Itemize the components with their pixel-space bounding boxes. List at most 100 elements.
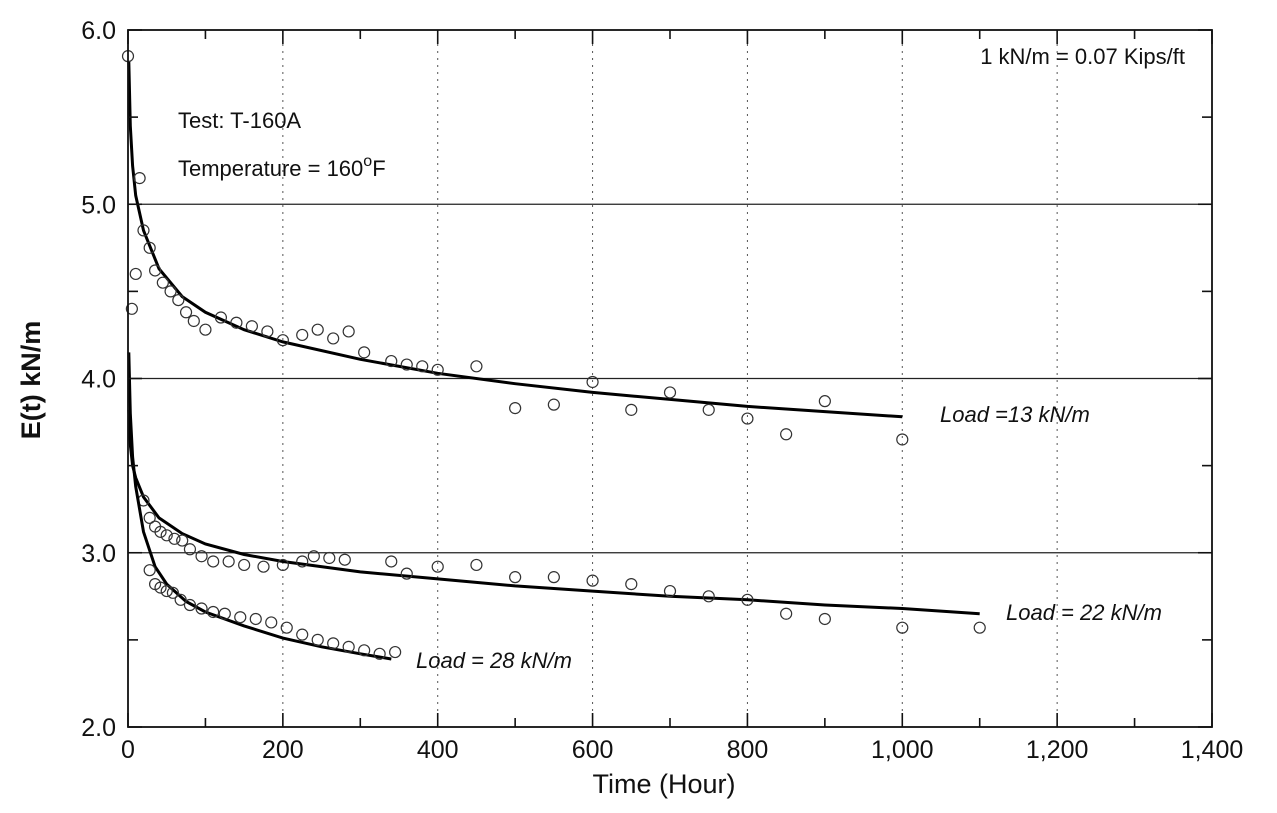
data-point: [327, 637, 340, 650]
data-point: [896, 433, 909, 446]
tick-labels: 0 200 400 600 800 1,000 1,200 1,400 2.0 3.0 4.0 5.0…: [81, 17, 1243, 764]
y-tick-label: 4.0: [81, 366, 116, 394]
data-point: [342, 325, 355, 338]
data-point: [222, 555, 235, 568]
data-point: [311, 323, 324, 336]
series-label-load-22: Load = 22 kN/m: [1006, 600, 1162, 625]
data-point: [183, 598, 197, 612]
x-tick-label: 1,200: [1026, 736, 1089, 764]
annotation-temperature: Temperature = 160oF: [178, 153, 386, 181]
x-tick-label: 600: [572, 736, 614, 764]
series-0: [121, 50, 909, 446]
data-point: [172, 293, 185, 307]
data-point: [470, 360, 483, 373]
data-point: [174, 593, 187, 606]
series-label-load-13: Load =13 kN/m: [940, 402, 1090, 427]
y-tick-label: 5.0: [81, 191, 116, 219]
data-point: [245, 320, 258, 333]
data-point: [818, 612, 831, 626]
data-point: [195, 602, 208, 615]
temperature-degree: o: [363, 153, 372, 170]
data-point: [176, 534, 189, 547]
data-point: [702, 590, 715, 603]
data-point: [214, 311, 228, 324]
series-2: [127, 352, 402, 661]
data-point: [156, 276, 169, 289]
data-point: [818, 395, 831, 408]
grid: [128, 30, 1212, 727]
data-point: [307, 550, 320, 563]
data-point: [276, 334, 289, 347]
x-tick-label: 0: [121, 736, 135, 764]
data-point: [143, 511, 156, 525]
data-point: [400, 358, 413, 371]
x-tick-label: 1,000: [871, 736, 934, 764]
y-axis-title: E(t) kN/m: [16, 321, 46, 440]
data-point: [547, 398, 560, 411]
x-tick-label: 1,400: [1181, 736, 1244, 764]
data-point: [276, 558, 289, 572]
data-point: [199, 323, 212, 336]
y-tick-label: 3.0: [81, 540, 116, 568]
data-point: [431, 560, 444, 573]
data-point: [230, 316, 243, 329]
x-tick-label: 800: [727, 736, 769, 764]
data-point: [358, 346, 371, 359]
data-point: [125, 302, 138, 315]
data-point: [509, 402, 522, 415]
data-point: [257, 560, 270, 573]
temperature-unit: F: [372, 156, 385, 181]
data-point: [143, 564, 156, 577]
data-point: [586, 375, 599, 389]
data-point: [509, 571, 522, 584]
data-point: [160, 529, 173, 542]
data-point: [160, 584, 173, 598]
data-point: [385, 555, 398, 568]
data-point: [358, 644, 371, 657]
data-point: [133, 172, 146, 185]
data-point: [625, 578, 638, 591]
data-point: [207, 605, 220, 619]
ticks: [127, 29, 1213, 728]
data-point: [249, 612, 262, 626]
data-point: [327, 332, 340, 345]
data-point: [896, 621, 909, 634]
annotation-conversion: 1 kN/m = 0.07 Kips/ft: [980, 44, 1185, 69]
data-point: [625, 403, 638, 416]
data-point: [218, 607, 231, 620]
series-layer: [121, 50, 986, 661]
data-point: [207, 555, 220, 568]
data-point: [431, 363, 444, 376]
data-point: [164, 285, 177, 298]
data-point: [311, 633, 324, 646]
data-point: [261, 325, 274, 338]
data-point: [154, 525, 167, 538]
data-point: [400, 567, 413, 580]
series-label-load-28: Load = 28 kN/m: [416, 648, 572, 673]
data-point: [296, 328, 309, 342]
data-point: [154, 581, 167, 594]
data-point: [780, 428, 793, 441]
data-point: [702, 403, 715, 416]
data-point: [663, 584, 677, 598]
data-point: [265, 616, 278, 629]
data-point: [389, 645, 402, 659]
data-point: [280, 621, 293, 634]
data-point: [166, 586, 180, 599]
data-point: [234, 611, 247, 624]
y-tick-label: 2.0: [81, 714, 116, 742]
data-point: [168, 532, 181, 545]
data-point: [149, 264, 162, 277]
data-point: [296, 555, 309, 568]
x-axis-title: Time (Hour): [592, 769, 735, 799]
data-point: [586, 574, 599, 587]
data-point: [137, 224, 150, 237]
annotation-test: Test: T-160A: [178, 108, 301, 133]
data-point: [296, 628, 309, 641]
data-point: [179, 306, 193, 319]
data-point: [323, 551, 336, 565]
data-point: [187, 314, 200, 328]
data-point: [780, 607, 793, 620]
